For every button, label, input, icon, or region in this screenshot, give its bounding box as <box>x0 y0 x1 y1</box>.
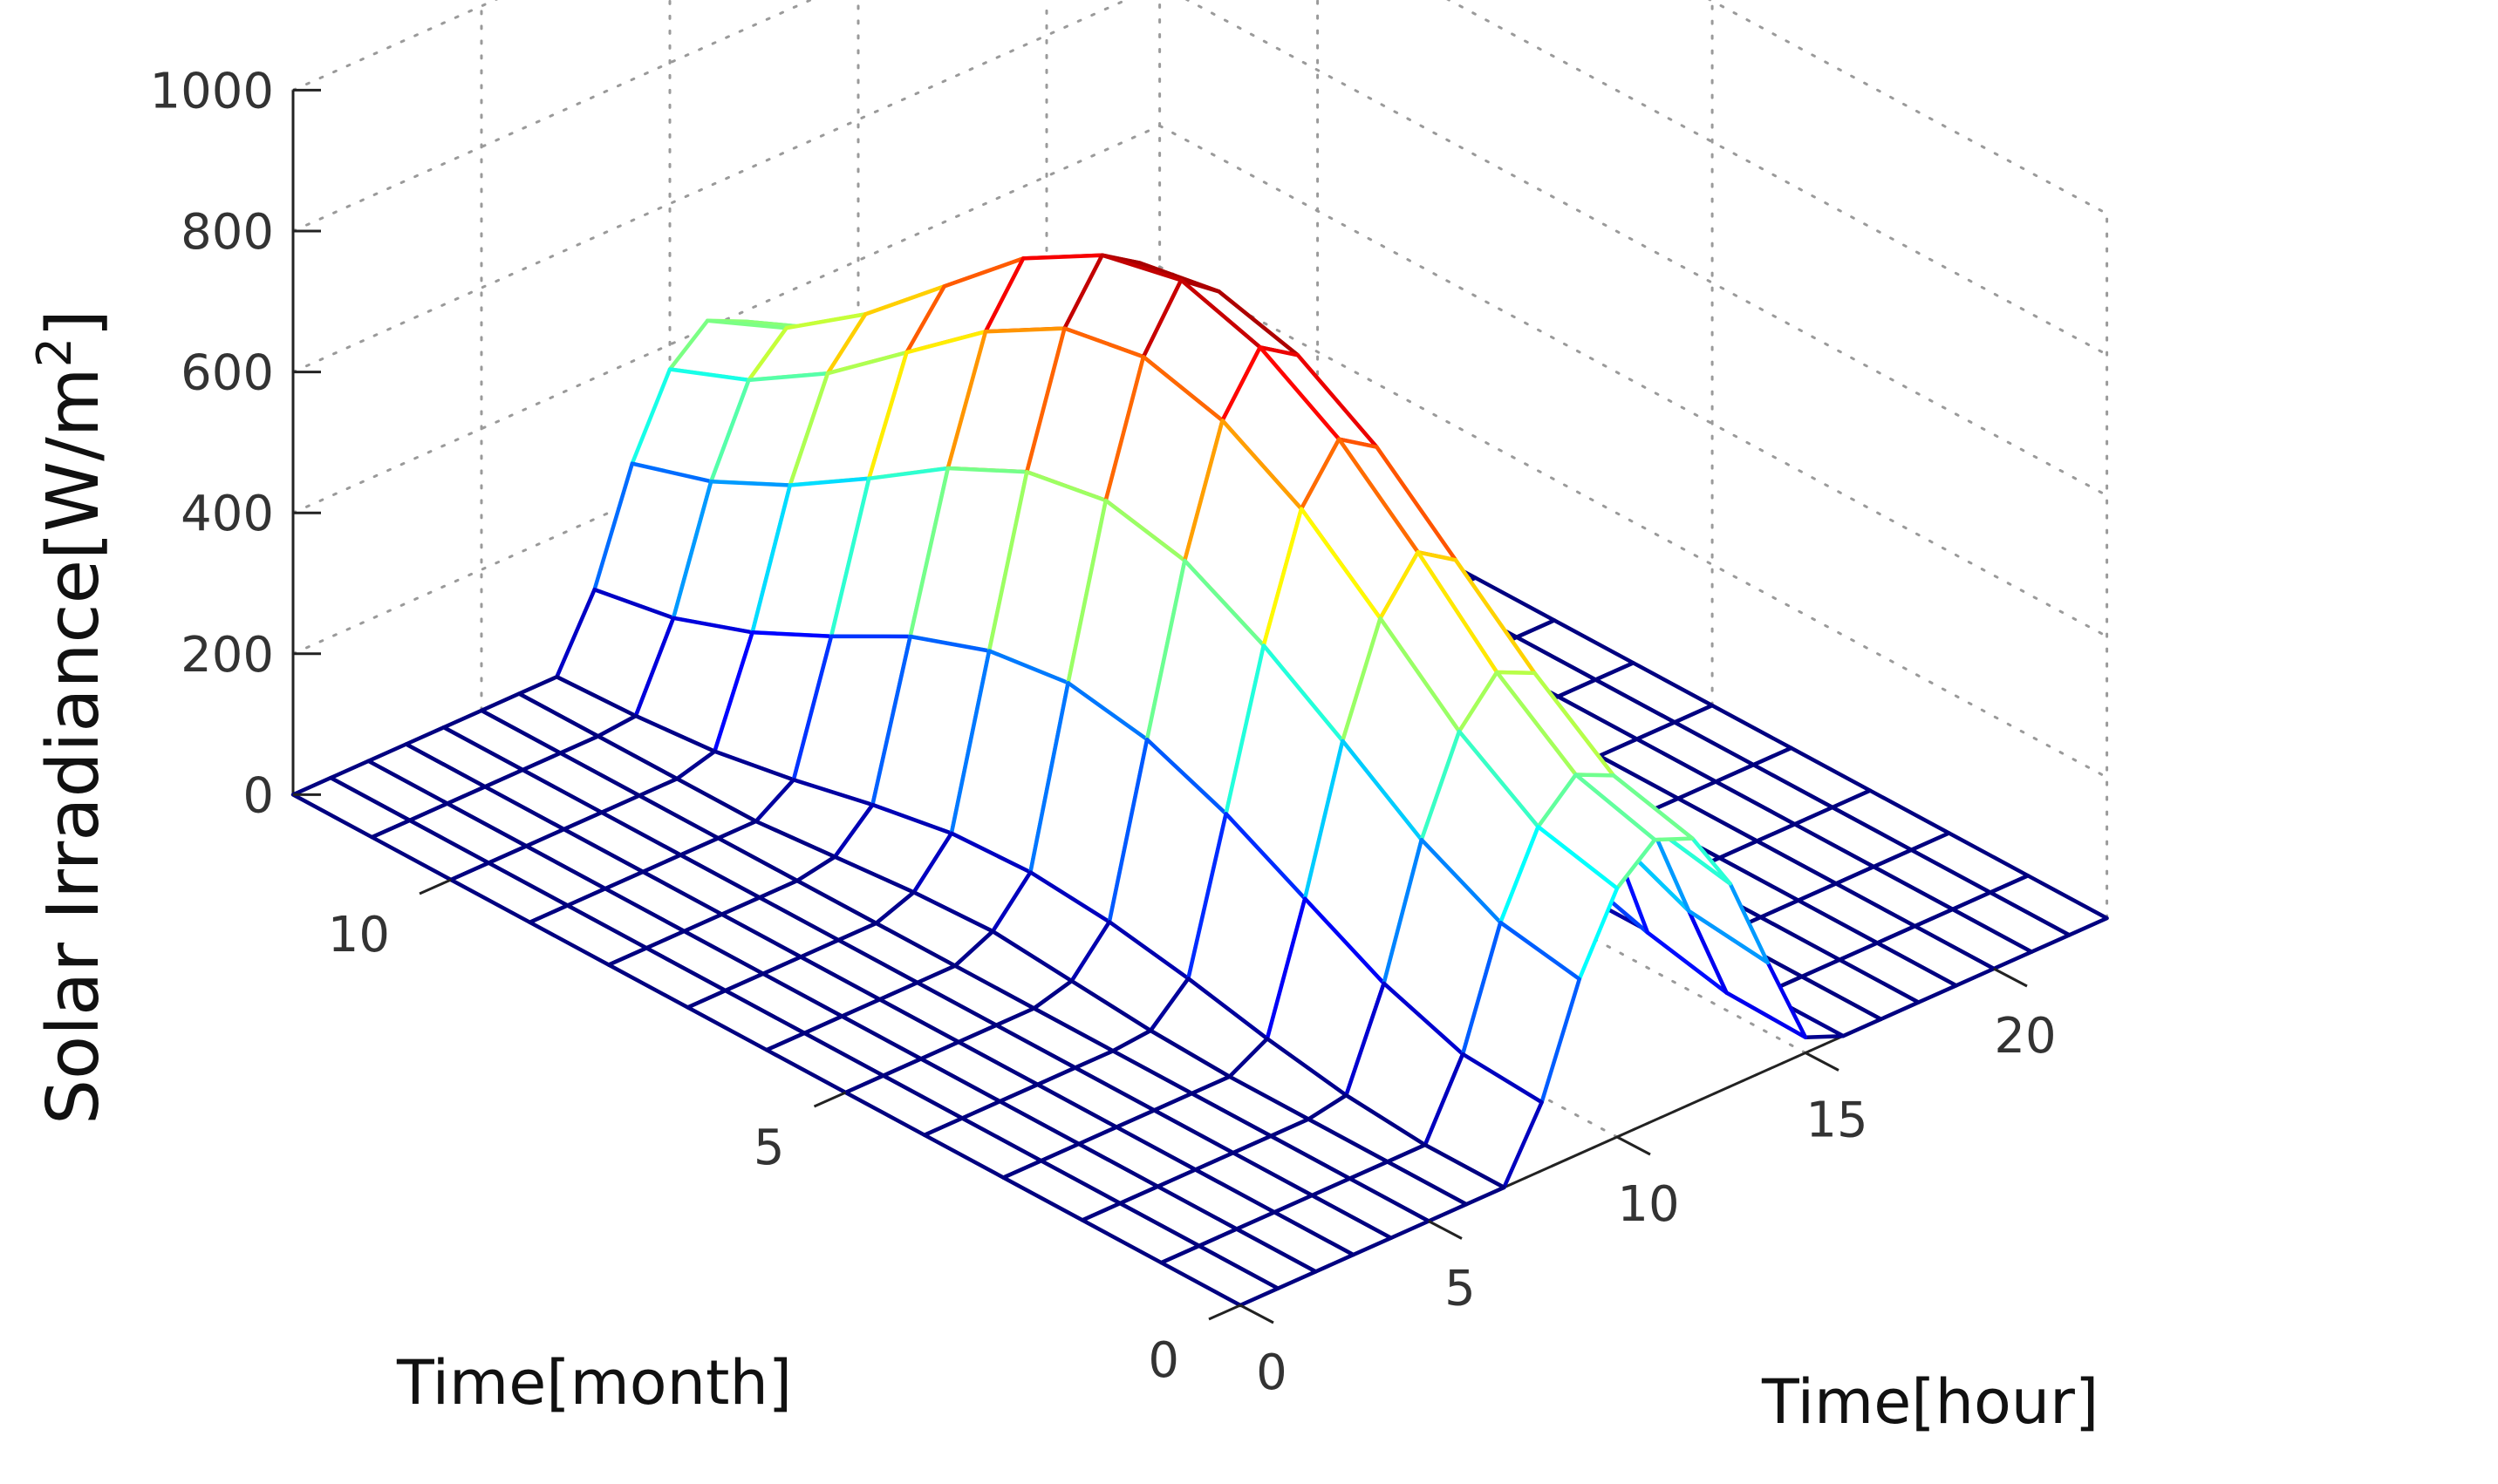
grid-line-hour-floor <box>857 541 1807 1054</box>
hour-tick-label: 0 <box>1256 1344 1287 1401</box>
z-axis-label-close: ] <box>32 310 115 337</box>
month-tick-mark <box>813 1091 847 1108</box>
month-tick-label: 0 <box>1148 1332 1179 1389</box>
hour-tick-label: 10 <box>1617 1176 1679 1233</box>
hour-tick-mark <box>1805 1052 1839 1072</box>
hour-tick-mark <box>1428 1220 1463 1240</box>
grid-line-z <box>1158 265 2109 779</box>
hour-tick-label: 15 <box>1805 1093 1867 1149</box>
grid-line-z <box>1707 0 2109 215</box>
grid-line-z <box>291 0 499 92</box>
z-tick-label: 1000 <box>149 63 274 119</box>
y-axis-label: Time[hour] <box>1761 1366 2099 1438</box>
grid-line-z <box>1446 0 2109 357</box>
hour-tick-label: 20 <box>1994 1008 2056 1065</box>
tick-labels: 0 200 400 600 800 1000 0 5 10 0 5 10 15 20 <box>149 63 2056 1401</box>
month-tick-label: 5 <box>754 1120 785 1176</box>
grid-line-z <box>291 0 814 233</box>
z-axis-label-superscript: 2 <box>27 337 82 367</box>
hour-tick-mark <box>1993 967 2028 988</box>
grid-line-z <box>1184 0 2109 497</box>
z-tick-label: 0 <box>242 767 274 824</box>
z-tick-label: 200 <box>181 627 274 684</box>
x-axis-label: Time[month] <box>396 1347 792 1419</box>
month-tick-mark <box>1208 1304 1241 1321</box>
month-tick-mark <box>419 878 452 895</box>
month-tick-label: 10 <box>328 907 390 963</box>
z-axis-label-main: Solar Irradiance[W/m <box>32 367 115 1125</box>
surface-mesh <box>290 253 2109 1308</box>
hour-tick-label: 5 <box>1444 1261 1476 1317</box>
z-tick-label: 800 <box>181 204 274 261</box>
mesh-cell <box>1159 1243 1280 1308</box>
z-tick-label: 600 <box>181 345 274 402</box>
z-axis-label: Solar Irradiance[W/m2] <box>27 310 116 1125</box>
hour-tick-mark <box>1616 1135 1651 1156</box>
grid-line-z <box>291 0 1130 374</box>
hour-tick-mark <box>1239 1304 1274 1324</box>
z-tick-label: 400 <box>181 486 274 542</box>
